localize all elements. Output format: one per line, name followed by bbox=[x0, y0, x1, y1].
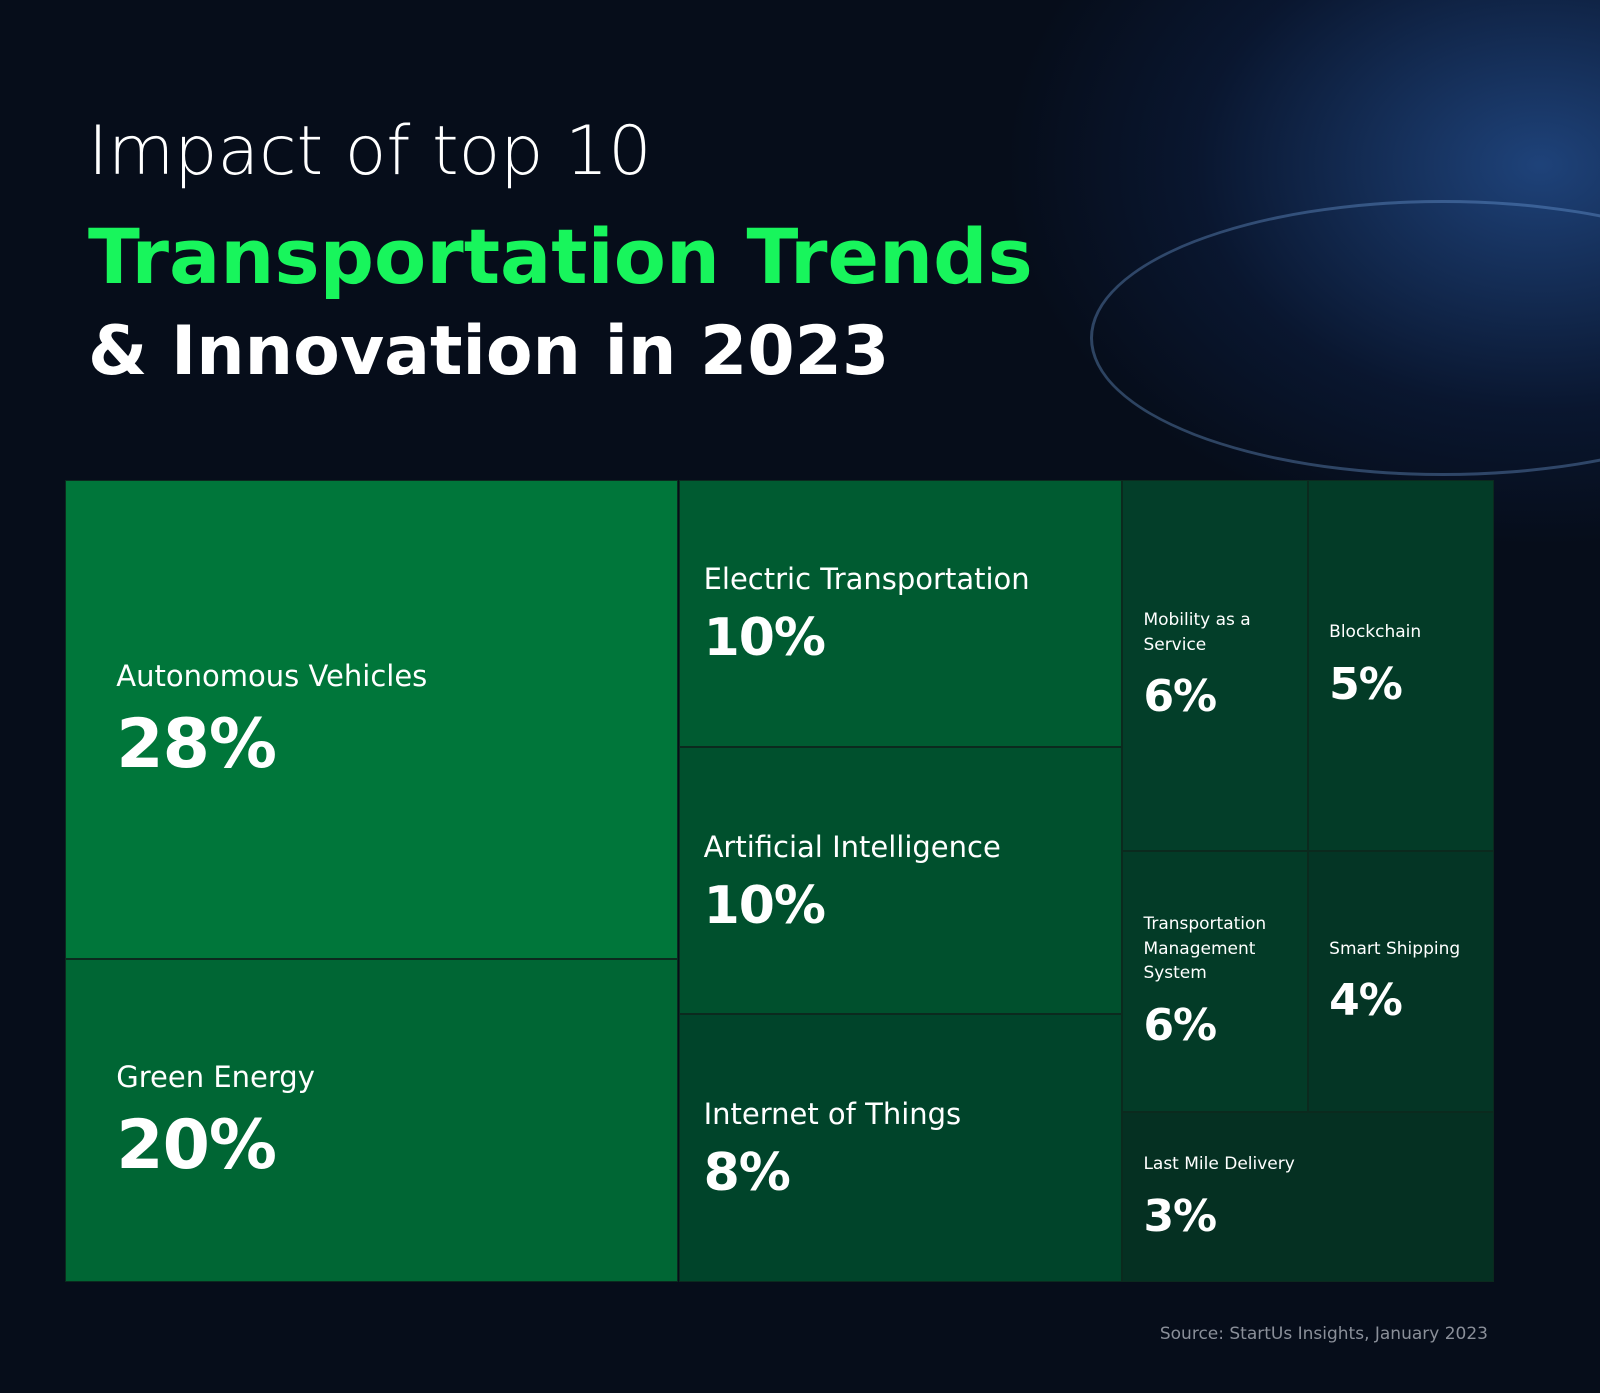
tile-value: 5% bbox=[1329, 659, 1403, 711]
tile-value: 10% bbox=[703, 875, 826, 936]
tile: Green Energy 20% bbox=[65, 959, 678, 1282]
tile-value: 8% bbox=[703, 1142, 791, 1203]
tile: Smart Shipping 4% bbox=[1308, 851, 1494, 1113]
tile: Transportation Management System 6% bbox=[1122, 851, 1309, 1113]
tile-label: Artificial Intelligence bbox=[703, 829, 1001, 864]
tile-value: 4% bbox=[1329, 975, 1403, 1027]
tile: Mobility as a Service 6% bbox=[1122, 479, 1309, 851]
source: Source: StartUs Insights, January 2023 bbox=[1159, 1324, 1488, 1344]
tile-value: 3% bbox=[1143, 1190, 1217, 1242]
tile-label: Smart Shipping bbox=[1329, 938, 1461, 959]
tile: Blockchain 5% bbox=[1308, 479, 1494, 851]
tile-label: Green Energy bbox=[116, 1059, 315, 1094]
tile-label: Blockchain bbox=[1329, 622, 1422, 643]
tile-value: 10% bbox=[703, 608, 826, 669]
tile-label: Electric Transportation bbox=[703, 562, 1030, 597]
tile: Last Mile Delivery 3% bbox=[1122, 1112, 1494, 1282]
tile: Autonomous Vehicles 28% bbox=[65, 479, 678, 960]
tile-value: 6% bbox=[1143, 671, 1217, 723]
tile-label: Internet of Things bbox=[703, 1096, 962, 1131]
title-line: & Innovation in 2023 bbox=[88, 312, 890, 391]
tile-value: 28% bbox=[116, 704, 277, 784]
tile-label: Mobility as a Service bbox=[1143, 610, 1251, 655]
tile-value: 6% bbox=[1143, 1000, 1217, 1052]
tile: Electric Transportation 10% bbox=[678, 479, 1123, 747]
tile: Internet of Things 8% bbox=[678, 1014, 1123, 1282]
tile-label: Transportation Management System bbox=[1143, 914, 1267, 984]
tile-label: Autonomous Vehicles bbox=[116, 658, 428, 693]
title-line: Impact of top 10 bbox=[88, 112, 652, 191]
title-line: Transportation Trends bbox=[88, 212, 1033, 301]
tile: Artificial Intelligence 10% bbox=[678, 746, 1123, 1015]
tile-label: Last Mile Delivery bbox=[1143, 1154, 1295, 1175]
tile-value: 20% bbox=[116, 1105, 277, 1185]
